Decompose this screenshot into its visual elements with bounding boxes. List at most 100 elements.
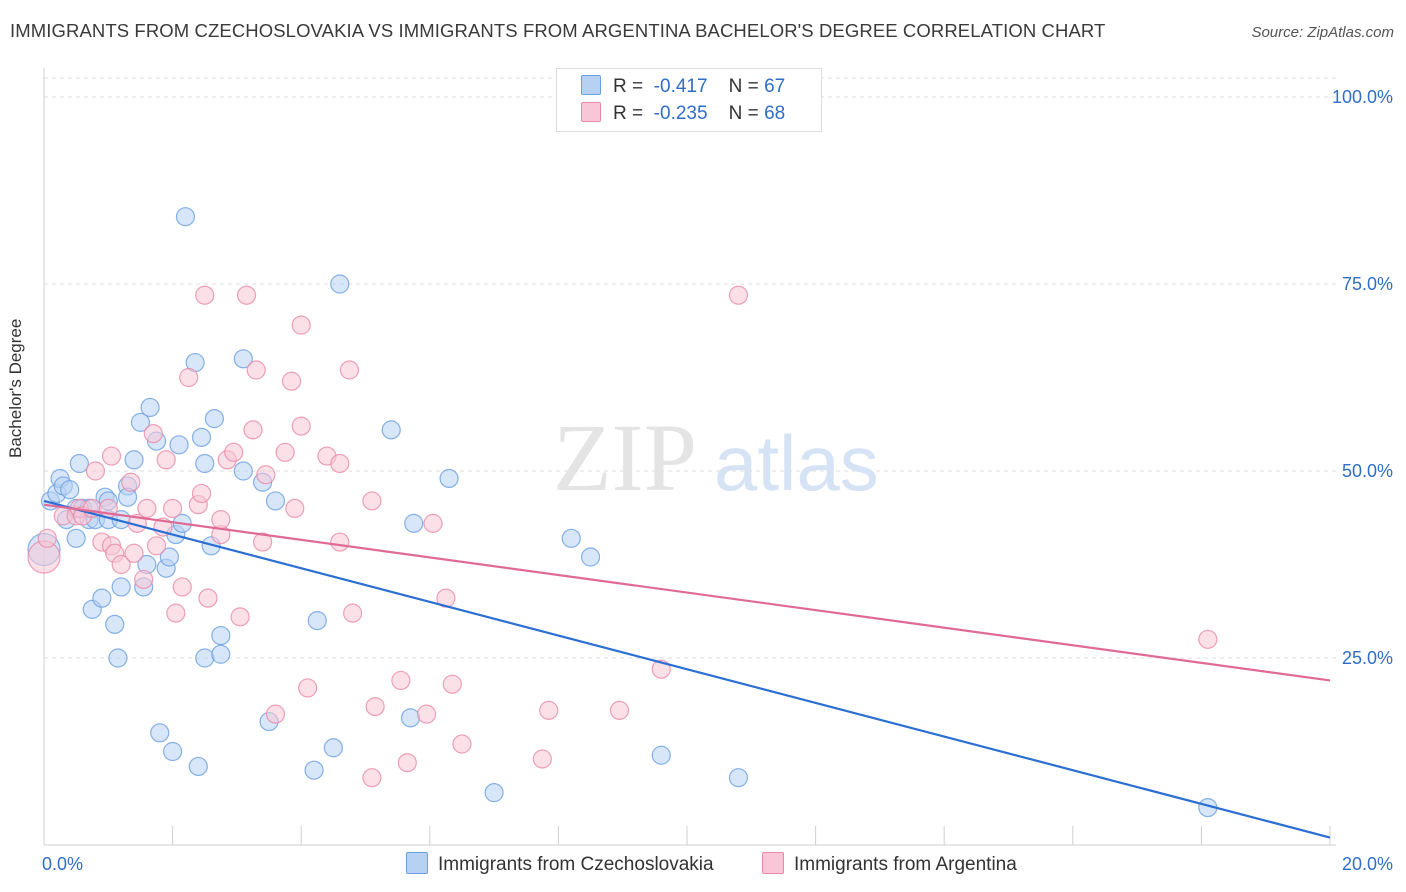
data-point [230, 607, 250, 627]
data-point [484, 783, 504, 803]
data-point [172, 577, 192, 597]
data-point [224, 442, 244, 462]
watermark-atlas: atlas [714, 419, 879, 507]
data-point [140, 397, 160, 418]
data-point [298, 678, 318, 698]
data-point [60, 480, 80, 500]
legend-r-value: -0.417 [653, 76, 708, 97]
series-legend: Immigrants from Czechoslovakia Immigrant… [0, 852, 1406, 878]
data-point [211, 625, 231, 646]
data-point [330, 532, 350, 552]
legend-r-label: R = [613, 76, 644, 97]
data-point [291, 315, 311, 335]
data-point [728, 768, 749, 788]
data-point [281, 371, 302, 391]
grid-lines [44, 77, 1336, 659]
data-point [275, 442, 295, 462]
x-tick-label: 0.0% [42, 854, 83, 874]
data-point [111, 577, 131, 597]
data-point [169, 435, 189, 455]
data-point [137, 498, 157, 518]
legend-n-label: N = [728, 103, 759, 124]
data-point [362, 491, 382, 511]
data-point [143, 424, 163, 444]
data-point [439, 468, 459, 489]
data-point [211, 644, 231, 664]
data-point [159, 547, 179, 567]
data-point [204, 409, 224, 429]
y-tick-label: 25.0% [1342, 648, 1393, 668]
data-point [1198, 629, 1218, 649]
data-point [243, 420, 263, 440]
data-point [728, 285, 749, 305]
trend-lines [43, 499, 1331, 839]
series-czechoslovakia-points [27, 207, 1218, 818]
axes [43, 68, 1336, 846]
data-point [195, 648, 215, 668]
legend-r-label: R = [613, 103, 644, 124]
legend-n-value: 67 [764, 76, 786, 97]
y-tick-label: 100.0% [1332, 87, 1393, 107]
data-point [124, 450, 144, 470]
data-point [423, 513, 443, 533]
data-point [69, 453, 89, 474]
series-name: Immigrants from Czechoslovakia [438, 854, 714, 875]
data-point [291, 416, 311, 436]
trend-line [43, 503, 1331, 682]
data-point [580, 547, 601, 567]
data-point [188, 756, 208, 777]
data-point [175, 207, 196, 227]
series-argentina-points [27, 285, 1218, 788]
data-point [111, 554, 131, 575]
y-tick-label: 50.0% [1342, 461, 1393, 481]
data-point [343, 603, 363, 623]
data-point [108, 648, 128, 668]
trend-line [43, 499, 1331, 839]
data-point [330, 453, 350, 474]
data-point [285, 498, 305, 518]
data-point [236, 285, 257, 305]
chart-title: IMMIGRANTS FROM CZECHOSLOVAKIA VS IMMIGR… [10, 20, 1106, 41]
data-point [233, 349, 253, 369]
data-point [191, 427, 212, 447]
data-point [651, 745, 671, 765]
series-name: Immigrants from Argentina [794, 854, 1017, 875]
data-point [265, 704, 286, 724]
legend-r-value: -0.235 [653, 103, 708, 124]
data-point [92, 588, 112, 608]
data-point [130, 412, 151, 432]
legend-row-argentina: R = -0.235 N = 68 [581, 102, 785, 126]
data-point [561, 528, 581, 548]
data-point [532, 749, 552, 769]
data-point [323, 738, 343, 758]
correlation-legend: R = -0.417 N = 67 R = -0.235 N = 68 [556, 68, 822, 132]
data-point [105, 614, 125, 634]
data-point [609, 700, 630, 720]
data-point [442, 674, 462, 694]
series-legend-argentina: Immigrants from Argentina [762, 852, 1017, 876]
data-point [163, 741, 183, 762]
data-point [307, 610, 327, 631]
x-tick-label: 20.0% [1342, 854, 1393, 874]
data-point [37, 528, 57, 548]
data-point [156, 450, 176, 470]
data-point [539, 700, 559, 720]
data-point [121, 472, 141, 492]
data-point [179, 367, 199, 388]
data-point [452, 734, 472, 754]
data-point [330, 274, 350, 294]
series-swatch-argentina [762, 852, 784, 874]
data-point [146, 536, 167, 556]
data-point [339, 360, 360, 380]
data-point [365, 697, 385, 717]
y-axis-label: Bachelor's Degree [6, 318, 25, 458]
data-point [198, 588, 218, 608]
tick-labels: 25.0% 50.0% 75.0% 100.0% 0.0% 20.0% [42, 87, 1393, 874]
data-point [400, 708, 421, 728]
data-point [166, 603, 186, 623]
data-point [397, 753, 417, 773]
data-point [362, 768, 382, 788]
watermark-zip: ZIP [553, 404, 697, 511]
data-point [85, 461, 106, 481]
